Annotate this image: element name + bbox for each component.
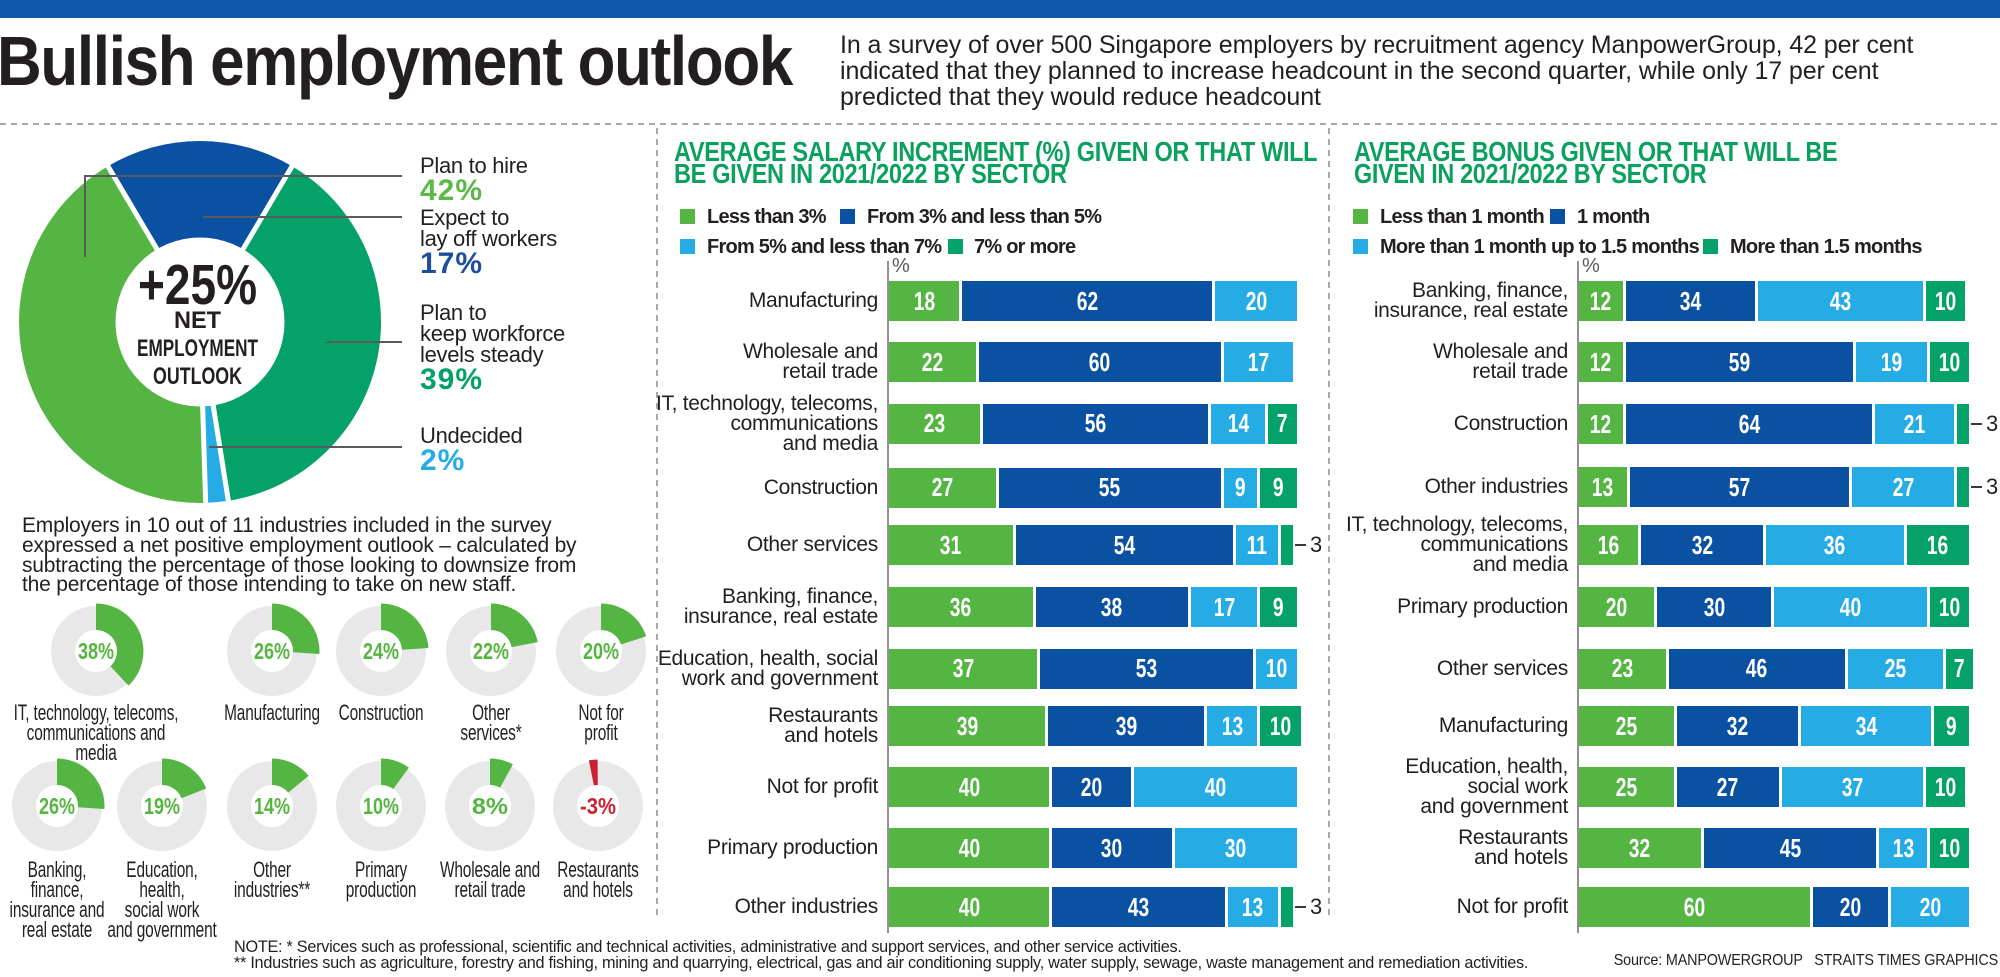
svg-text:19%: 19% [144, 793, 180, 819]
svg-text:8%: 8% [472, 793, 508, 819]
svg-text:20%: 20% [583, 638, 619, 664]
svg-text:EMPLOYMENT: EMPLOYMENT [137, 335, 258, 362]
svg-text:NET: NET [174, 307, 221, 334]
svg-text:26%: 26% [39, 793, 75, 819]
svg-text:10%: 10% [363, 793, 399, 819]
svg-text:+25%: +25% [138, 253, 257, 317]
svg-text:26%: 26% [254, 638, 290, 664]
svg-text:38%: 38% [78, 638, 114, 664]
svg-text:14%: 14% [254, 793, 290, 819]
svg-text:24%: 24% [363, 638, 399, 664]
svg-text:-3%: -3% [580, 793, 616, 819]
svg-text:OUTLOOK: OUTLOOK [153, 363, 242, 390]
svg-text:22%: 22% [473, 638, 509, 664]
